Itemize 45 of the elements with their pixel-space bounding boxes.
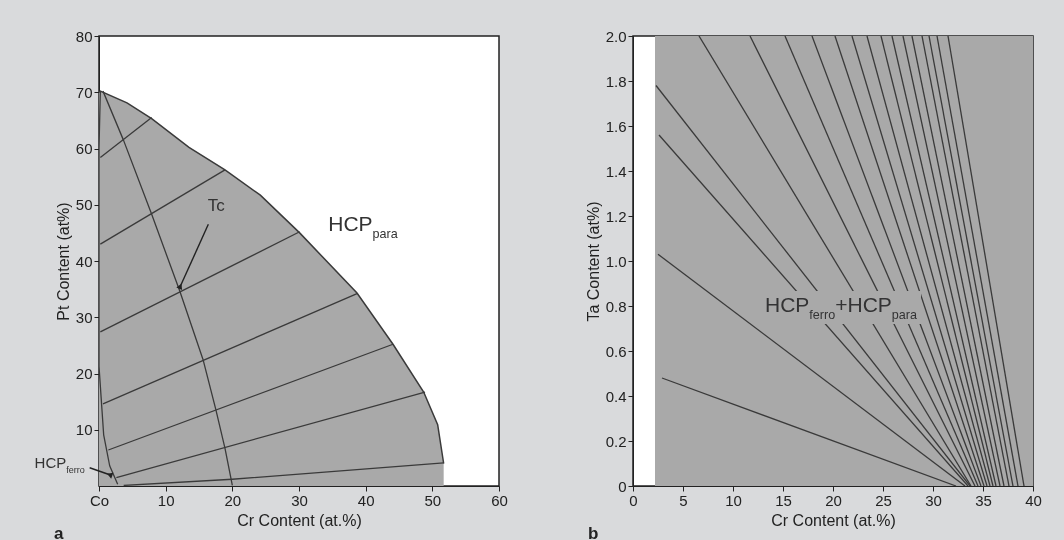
annotation: HCP$_{ferro}$ <box>34 453 85 475</box>
x-tick-label: 30 <box>291 491 308 509</box>
y-tick-label: 1.0 <box>605 252 627 270</box>
y-tick-label: 10 <box>75 421 93 439</box>
x-axis-title: Cr Content (at.%) <box>771 511 896 529</box>
y-tick-label: 80 <box>75 27 93 45</box>
y-tick-label: 0 <box>618 477 627 495</box>
x-tick-label: 35 <box>975 491 992 509</box>
y-tick-label: 2.0 <box>605 27 627 45</box>
y-tick-label: 20 <box>75 365 93 382</box>
y-tick-label: 1.2 <box>605 207 627 225</box>
x-tick-label: 0 <box>629 491 638 509</box>
x-tick-label: 5 <box>679 491 688 509</box>
y-tick-label: 30 <box>75 308 93 326</box>
y-tick-label: 1.8 <box>605 72 627 90</box>
x-tick-label: 40 <box>357 491 375 509</box>
x-tick-label: 50 <box>424 491 442 509</box>
x-tick-label: Co <box>89 491 110 509</box>
annotation: HCP$_{ferro}$+HCP$_{para}$ <box>764 293 918 322</box>
annotation: Tc <box>207 196 226 216</box>
y-axis-title: Ta Content (at%) <box>584 201 602 322</box>
y-tick-label: 0.2 <box>605 432 627 450</box>
y-tick-label: 60 <box>75 140 93 157</box>
annotation: HCP$_{para}$ <box>328 212 398 241</box>
x-tick-label: 25 <box>875 491 892 509</box>
y-tick-label: 0.6 <box>605 342 627 360</box>
x-tick-label: 60 <box>491 491 508 509</box>
y-tick-label: 40 <box>75 252 93 270</box>
x-axis-title: Cr Content (at.%) <box>237 511 362 529</box>
y-tick-label: 1.6 <box>605 117 627 135</box>
x-tick-label: 20 <box>825 491 842 509</box>
x-tick-label: 15 <box>775 491 792 509</box>
text: b <box>588 524 599 540</box>
x-tick-label: 40 <box>1025 491 1042 509</box>
y-tick-label: 70 <box>75 83 93 101</box>
x-tick-label: 20 <box>224 491 242 509</box>
x-tick-label: 10 <box>157 491 175 509</box>
y-tick-label: 50 <box>75 196 93 214</box>
text: a <box>54 524 64 540</box>
x-tick-label: 10 <box>725 491 742 509</box>
y-tick-label: 0.4 <box>605 387 627 405</box>
x-tick-label: 30 <box>925 491 942 509</box>
y-tick-label: 1.4 <box>605 162 627 180</box>
y-axis-title: Pt Content (at%) <box>54 202 72 321</box>
y-tick-label: 0.8 <box>605 297 627 315</box>
